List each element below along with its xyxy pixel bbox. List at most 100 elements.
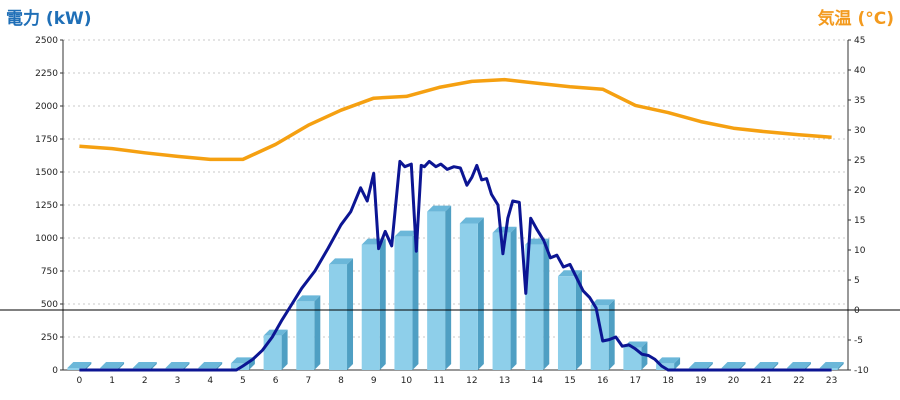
bar-side <box>543 238 550 370</box>
x-tick-label: 17 <box>630 376 641 386</box>
bar-side <box>804 362 811 370</box>
left-tick-label: 1500 <box>35 168 58 178</box>
right-tick-label: 25 <box>854 156 865 166</box>
bar-side <box>281 329 288 370</box>
x-tick-label: 13 <box>499 376 510 386</box>
bar-top <box>329 258 354 265</box>
bar-hour-0 <box>67 362 92 370</box>
right-tick-label: 20 <box>854 186 866 196</box>
bar-front <box>623 347 642 370</box>
left-tick-label: 1250 <box>35 201 58 211</box>
x-tick-label: 6 <box>273 376 279 386</box>
bars-series <box>67 205 844 370</box>
bar-top <box>296 295 321 302</box>
x-tick-label: 12 <box>466 376 477 386</box>
bar-side <box>412 230 419 370</box>
bar-hour-13 <box>492 226 517 370</box>
bar-front <box>590 305 609 370</box>
bar-front <box>67 368 86 370</box>
bar-front <box>329 264 348 370</box>
bar-top <box>656 357 681 364</box>
bar-front <box>361 244 380 370</box>
tick-labels: 02505007501000125015001750200022502500-1… <box>35 36 869 386</box>
bar-hour-7 <box>296 295 321 370</box>
bar-hour-6 <box>263 329 288 370</box>
bar-side <box>575 270 582 370</box>
left-tick-label: 2000 <box>35 102 58 112</box>
temperature-line <box>79 77 832 162</box>
right-tick-label: 5 <box>854 276 860 286</box>
bar-side <box>706 362 713 370</box>
bar-top <box>459 217 484 224</box>
bar-side <box>772 362 779 370</box>
bar-top <box>721 362 746 369</box>
left-tick-label: 2500 <box>35 36 58 46</box>
bar-front <box>263 335 282 370</box>
x-tick-label: 2 <box>142 376 148 386</box>
power-line <box>79 159 832 372</box>
bar-hour-16 <box>590 299 615 370</box>
bar-top <box>100 362 125 369</box>
bar-top <box>394 230 419 237</box>
bar-front <box>394 236 413 370</box>
bar-side <box>837 362 844 370</box>
x-tick-label: 19 <box>695 376 707 386</box>
bar-front <box>557 276 576 370</box>
bar-side <box>216 362 223 370</box>
right-axis-title: 気温 (°C) <box>817 9 894 29</box>
x-tick-label: 23 <box>826 376 837 386</box>
bar-top <box>754 362 779 369</box>
left-tick-label: 2250 <box>35 69 58 79</box>
line-series <box>79 77 832 372</box>
x-tick-label: 8 <box>338 376 344 386</box>
right-tick-label: 45 <box>854 36 865 46</box>
right-tick-label: 35 <box>854 96 865 106</box>
bar-front <box>427 211 446 370</box>
bar-hour-11 <box>427 205 452 370</box>
bar-side <box>445 205 452 370</box>
left-tick-label: 750 <box>41 267 58 277</box>
x-tick-label: 9 <box>371 376 377 386</box>
bar-hour-15 <box>557 270 582 370</box>
left-tick-label: 250 <box>41 333 58 343</box>
right-tick-label: 10 <box>854 246 866 256</box>
x-tick-label: 7 <box>305 376 311 386</box>
left-axis-title: 電力 (kW) <box>6 9 92 29</box>
bar-side <box>314 295 321 370</box>
x-tick-label: 16 <box>597 376 609 386</box>
x-tick-label: 5 <box>240 376 246 386</box>
bar-front <box>525 244 544 370</box>
x-tick-label: 22 <box>793 376 804 386</box>
bar-top <box>427 205 452 212</box>
bar-side <box>674 357 681 370</box>
bar-top <box>132 362 157 369</box>
bar-top <box>198 362 223 369</box>
right-tick-label: -10 <box>854 366 869 376</box>
left-tick-label: 0 <box>52 366 58 376</box>
bar-side <box>379 238 386 370</box>
bar-front <box>296 301 315 370</box>
bar-top <box>819 362 844 369</box>
x-tick-label: 3 <box>175 376 181 386</box>
bar-top <box>786 362 811 369</box>
bar-side <box>739 362 746 370</box>
right-tick-label: -5 <box>854 336 863 346</box>
x-tick-label: 4 <box>207 376 213 386</box>
bar-side <box>118 362 125 370</box>
x-tick-label: 14 <box>532 376 544 386</box>
bar-hour-17 <box>623 341 648 370</box>
x-tick-label: 1 <box>109 376 115 386</box>
x-tick-label: 0 <box>76 376 82 386</box>
bar-hour-14 <box>525 238 550 370</box>
bar-hour-10 <box>394 230 419 370</box>
bar-side <box>510 226 517 370</box>
bar-top <box>67 362 92 369</box>
bar-side <box>183 362 190 370</box>
bar-side <box>85 362 92 370</box>
bar-top <box>688 362 713 369</box>
bar-side <box>347 258 354 370</box>
bar-top <box>590 299 615 306</box>
x-tick-label: 15 <box>564 376 575 386</box>
bar-hour-12 <box>459 217 484 370</box>
